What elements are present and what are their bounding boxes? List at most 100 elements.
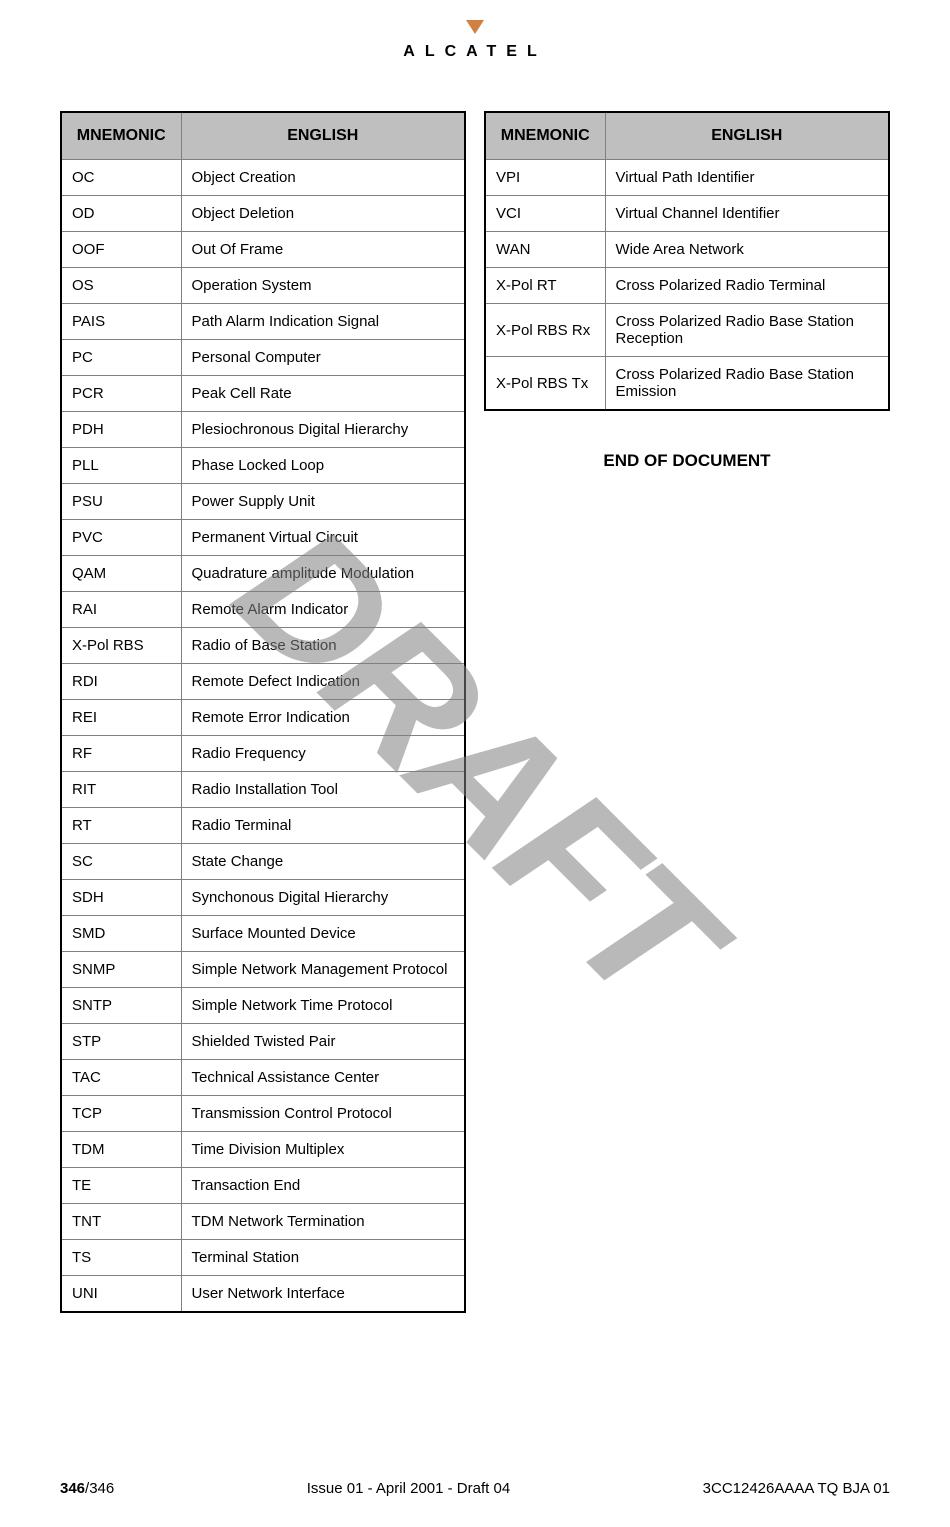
cell-mnemonic: X-Pol RBS — [61, 628, 181, 664]
cell-mnemonic: PC — [61, 340, 181, 376]
cell-english: Surface Mounted Device — [181, 916, 465, 952]
cell-english: Personal Computer — [181, 340, 465, 376]
table-row: VPIVirtual Path Identifier — [485, 160, 889, 196]
table-row: PSUPower Supply Unit — [61, 484, 465, 520]
cell-mnemonic: RT — [61, 808, 181, 844]
cell-english: Wide Area Network — [605, 232, 889, 268]
table-row: TNTTDM Network Termination — [61, 1204, 465, 1240]
cell-english: Shielded Twisted Pair — [181, 1024, 465, 1060]
table-row: PDHPlesiochronous Digital Hierarchy — [61, 412, 465, 448]
table-row: WANWide Area Network — [485, 232, 889, 268]
table-row: SNMPSimple Network Management Protocol — [61, 952, 465, 988]
cell-mnemonic: RF — [61, 736, 181, 772]
cell-mnemonic: RIT — [61, 772, 181, 808]
cell-english: Radio of Base Station — [181, 628, 465, 664]
cell-english: User Network Interface — [181, 1276, 465, 1313]
cell-english: Remote Defect Indication — [181, 664, 465, 700]
cell-english: Radio Frequency — [181, 736, 465, 772]
cell-mnemonic: OOF — [61, 232, 181, 268]
brand-name: ALCATEL — [0, 43, 950, 61]
table-row: STPShielded Twisted Pair — [61, 1024, 465, 1060]
cell-english: Quadrature amplitude Modulation — [181, 556, 465, 592]
table-row: OOFOut Of Frame — [61, 232, 465, 268]
cell-english: Technical Assistance Center — [181, 1060, 465, 1096]
table-row: QAMQuadrature amplitude Modulation — [61, 556, 465, 592]
table-row: SDHSynchonous Digital Hierarchy — [61, 880, 465, 916]
right-glossary-table: MNEMONIC ENGLISH VPIVirtual Path Identif… — [484, 111, 890, 411]
cell-mnemonic: TAC — [61, 1060, 181, 1096]
table-row: X-Pol RBS TxCross Polarized Radio Base S… — [485, 357, 889, 411]
cell-mnemonic: PLL — [61, 448, 181, 484]
table-row: RDIRemote Defect Indication — [61, 664, 465, 700]
table-row: TSTerminal Station — [61, 1240, 465, 1276]
cell-english: Transmission Control Protocol — [181, 1096, 465, 1132]
cell-mnemonic: WAN — [485, 232, 605, 268]
header-mnemonic: MNEMONIC — [485, 112, 605, 160]
cell-english: Out Of Frame — [181, 232, 465, 268]
page-number: 346/346 — [60, 1480, 114, 1497]
cell-english: Simple Network Management Protocol — [181, 952, 465, 988]
table-row: PLLPhase Locked Loop — [61, 448, 465, 484]
table-row: VCIVirtual Channel Identifier — [485, 196, 889, 232]
table-row: SNTPSimple Network Time Protocol — [61, 988, 465, 1024]
cell-mnemonic: PVC — [61, 520, 181, 556]
table-row: TDMTime Division Multiplex — [61, 1132, 465, 1168]
table-row: TACTechnical Assistance Center — [61, 1060, 465, 1096]
cell-mnemonic: TE — [61, 1168, 181, 1204]
end-of-document-text: END OF DOCUMENT — [484, 451, 890, 471]
cell-english: State Change — [181, 844, 465, 880]
cell-mnemonic: SNMP — [61, 952, 181, 988]
page-total: /346 — [85, 1480, 114, 1497]
table-row: RAIRemote Alarm Indicator — [61, 592, 465, 628]
header-mnemonic: MNEMONIC — [61, 112, 181, 160]
cell-english: TDM Network Termination — [181, 1204, 465, 1240]
cell-english: Cross Polarized Radio Base Station Recep… — [605, 304, 889, 357]
cell-english: Remote Error Indication — [181, 700, 465, 736]
cell-english: Plesiochronous Digital Hierarchy — [181, 412, 465, 448]
cell-mnemonic: RAI — [61, 592, 181, 628]
table-row: PAISPath Alarm Indication Signal — [61, 304, 465, 340]
table-row: TETransaction End — [61, 1168, 465, 1204]
header-english: ENGLISH — [605, 112, 889, 160]
table-row: RTRadio Terminal — [61, 808, 465, 844]
table-header-row: MNEMONIC ENGLISH — [61, 112, 465, 160]
table-row: UNIUser Network Interface — [61, 1276, 465, 1313]
cell-mnemonic: RDI — [61, 664, 181, 700]
cell-mnemonic: TDM — [61, 1132, 181, 1168]
cell-english: Power Supply Unit — [181, 484, 465, 520]
table-row: PCRPeak Cell Rate — [61, 376, 465, 412]
table-row: OSOperation System — [61, 268, 465, 304]
table-header-row: MNEMONIC ENGLISH — [485, 112, 889, 160]
cell-mnemonic: PAIS — [61, 304, 181, 340]
cell-mnemonic: SNTP — [61, 988, 181, 1024]
content-area: MNEMONIC ENGLISH OCObject CreationODObje… — [0, 111, 950, 1313]
cell-mnemonic: OD — [61, 196, 181, 232]
left-glossary-table: MNEMONIC ENGLISH OCObject CreationODObje… — [60, 111, 466, 1313]
cell-mnemonic: TCP — [61, 1096, 181, 1132]
cell-mnemonic: VCI — [485, 196, 605, 232]
cell-english: Virtual Channel Identifier — [605, 196, 889, 232]
cell-mnemonic: SMD — [61, 916, 181, 952]
table-row: PCPersonal Computer — [61, 340, 465, 376]
cell-english: Synchonous Digital Hierarchy — [181, 880, 465, 916]
cell-mnemonic: PCR — [61, 376, 181, 412]
cell-english: Cross Polarized Radio Terminal — [605, 268, 889, 304]
cell-english: Phase Locked Loop — [181, 448, 465, 484]
cell-english: Time Division Multiplex — [181, 1132, 465, 1168]
logo-triangle-icon — [466, 20, 484, 34]
cell-english: Simple Network Time Protocol — [181, 988, 465, 1024]
cell-mnemonic: STP — [61, 1024, 181, 1060]
cell-mnemonic: PDH — [61, 412, 181, 448]
table-row: SCState Change — [61, 844, 465, 880]
cell-mnemonic: PSU — [61, 484, 181, 520]
cell-mnemonic: TNT — [61, 1204, 181, 1240]
cell-mnemonic: OS — [61, 268, 181, 304]
table-row: ODObject Deletion — [61, 196, 465, 232]
cell-mnemonic: QAM — [61, 556, 181, 592]
cell-mnemonic: SDH — [61, 880, 181, 916]
cell-english: Cross Polarized Radio Base Station Emiss… — [605, 357, 889, 411]
cell-mnemonic: VPI — [485, 160, 605, 196]
cell-mnemonic: OC — [61, 160, 181, 196]
cell-english: Radio Terminal — [181, 808, 465, 844]
cell-mnemonic: REI — [61, 700, 181, 736]
